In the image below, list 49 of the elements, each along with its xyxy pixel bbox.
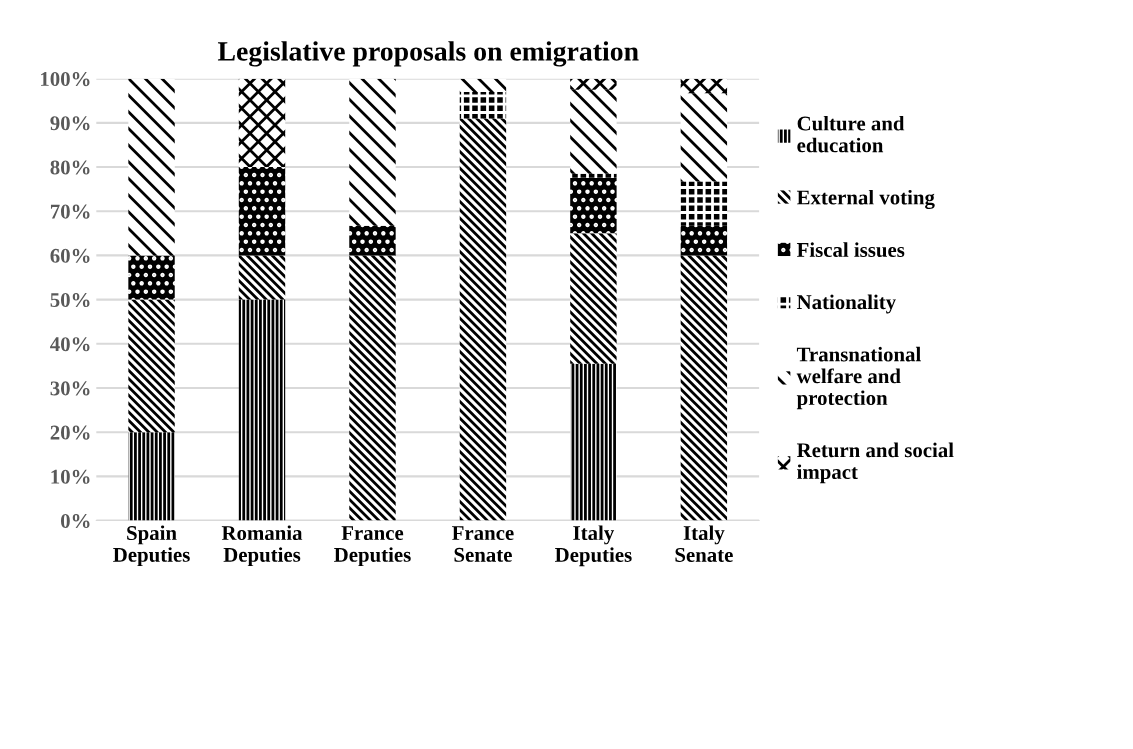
bar bbox=[680, 255, 728, 521]
y-tick-label: 20% bbox=[50, 425, 90, 440]
bar bbox=[238, 299, 286, 521]
bar bbox=[238, 78, 286, 168]
bar bbox=[349, 225, 396, 256]
x-tick-label: Italy Senate bbox=[675, 525, 733, 562]
x-tick-label: Spain Deputies bbox=[113, 525, 190, 567]
bar bbox=[459, 91, 507, 119]
y-tick-label: 100% bbox=[41, 72, 90, 87]
bar bbox=[680, 181, 728, 226]
legend-label: External voting bbox=[796, 189, 935, 209]
y-tick-label: 50% bbox=[50, 292, 90, 308]
bar bbox=[238, 255, 286, 300]
bar bbox=[459, 78, 507, 92]
bar bbox=[680, 78, 728, 94]
y-tick-label: 30% bbox=[50, 381, 90, 396]
y-tick-label: 90% bbox=[50, 116, 90, 131]
bar bbox=[128, 432, 175, 521]
bar bbox=[570, 363, 617, 521]
bar bbox=[570, 233, 617, 364]
y-tick-label: 60% bbox=[50, 248, 90, 263]
y-tick-label: 0% bbox=[60, 513, 90, 529]
x-tick-label: Romania Deputies bbox=[221, 525, 303, 567]
x-tick-label: France Senate bbox=[452, 526, 514, 562]
bar bbox=[128, 255, 175, 300]
y-tick-label: 80% bbox=[50, 160, 90, 175]
legend-label: Fiscal issues bbox=[796, 242, 905, 258]
chart-title: Legislative proposals on emigration bbox=[217, 41, 639, 67]
y-tick-label: 70% bbox=[50, 204, 90, 219]
bar bbox=[349, 255, 396, 521]
legend-label: Culture and education bbox=[797, 115, 905, 153]
bar bbox=[128, 299, 175, 433]
bar bbox=[349, 78, 396, 226]
y-tick-label: 40% bbox=[50, 337, 90, 352]
bar bbox=[128, 78, 175, 256]
bar bbox=[570, 78, 617, 90]
legend-label: Return and social impact bbox=[796, 442, 954, 484]
bar bbox=[680, 93, 728, 182]
bar bbox=[238, 167, 286, 256]
x-tick-label: Italy Deputies bbox=[555, 525, 632, 567]
bar bbox=[459, 118, 507, 521]
y-tick-label: 10% bbox=[51, 469, 90, 484]
bar bbox=[570, 173, 617, 179]
legend-label: Transnational welfare and protection bbox=[796, 346, 921, 410]
x-tick-label: France Deputies bbox=[334, 526, 411, 567]
bar bbox=[570, 89, 617, 174]
legend-label: Nationality bbox=[797, 294, 896, 314]
bar bbox=[680, 225, 728, 256]
bar bbox=[570, 178, 617, 234]
